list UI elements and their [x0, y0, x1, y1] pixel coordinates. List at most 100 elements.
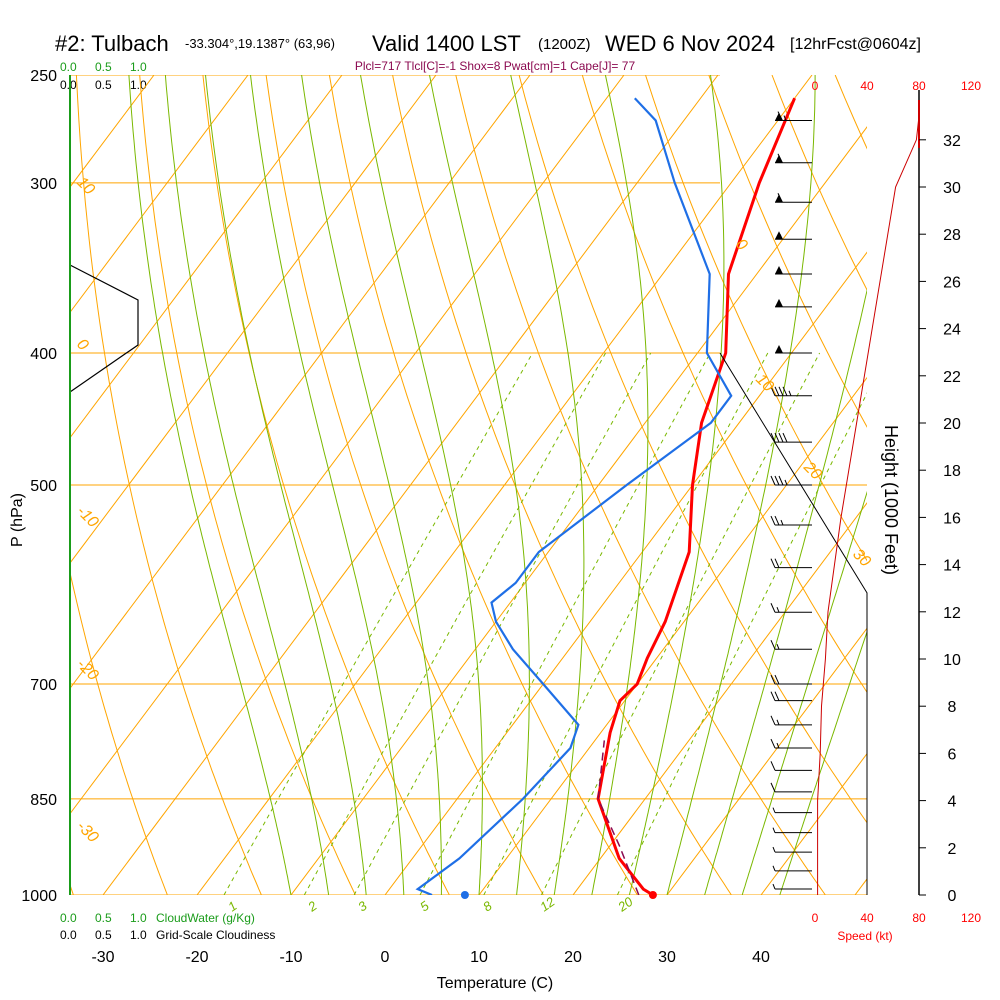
- dry-adiabat: [518, 75, 867, 824]
- mixing-ratio-line: [616, 392, 867, 895]
- station-title: #2: Tulbach: [55, 31, 169, 56]
- dry-adiabat: [70, 570, 168, 895]
- wind-barb: [775, 345, 812, 354]
- cw-top-green-0: 0.0: [60, 60, 77, 74]
- speed-bot-80: 80: [912, 911, 926, 925]
- moist-adiabat: [164, 75, 330, 895]
- height-tick-label: 24: [943, 322, 961, 339]
- x-axis-ticks: -30 -20 -10 0 10 20 30 40: [91, 949, 770, 966]
- y-axis-title: P (hPa): [9, 493, 26, 547]
- cloudwater-scale-bottom: 0.0 0.5 1.0 CloudWater (g/Kg) 0.0 0.5 1.…: [60, 911, 275, 942]
- cw-bot-green-2: 1.0: [130, 911, 147, 925]
- speed-panel-edge: [719, 352, 868, 895]
- height-tick-label: 20: [943, 416, 961, 433]
- isotherm-line: [70, 75, 625, 815]
- x-tick-label: 20: [564, 949, 582, 966]
- moist-adiabat: [741, 490, 867, 895]
- wind-barb: [775, 153, 812, 164]
- speed-top-80: 80: [912, 79, 926, 93]
- y-tick-label: 250: [30, 68, 57, 85]
- dry-adiabat: [392, 75, 732, 895]
- cw-top-black-2: 1.0: [130, 78, 147, 92]
- wind-barb: [770, 432, 812, 443]
- wind-barb: [770, 674, 812, 685]
- temperature-line: [596, 97, 796, 895]
- speed-top-0: 0: [812, 79, 819, 93]
- moist-adiabat: [779, 630, 867, 895]
- height-tick-label: 10: [943, 652, 961, 669]
- x-tick-label: 30: [658, 949, 676, 966]
- x-tick-label: -10: [279, 949, 302, 966]
- height-tick-label: 16: [943, 510, 961, 527]
- mixing-ratio-label: 12: [537, 893, 558, 914]
- mixing-ratio-line: [483, 352, 769, 895]
- mixing-ratio-label: 2: [304, 898, 320, 915]
- cw-bot-green-1: 0.5: [95, 911, 112, 925]
- wind-barb: [772, 807, 812, 814]
- mixing-ratio-line: [419, 352, 711, 895]
- x-tick-label: 40: [752, 949, 770, 966]
- wind-barb: [775, 298, 812, 308]
- isotherm-line: [70, 75, 531, 690]
- wind-barb: [770, 603, 812, 613]
- y-tick-label: 300: [30, 176, 57, 193]
- y-axis-ticks: 250 300 400 500 700 850 1000: [21, 68, 57, 905]
- title-bar: #2: Tulbach -33.304°,19.1387° (63,96) Va…: [55, 31, 921, 56]
- dry-adiabat: [202, 75, 450, 895]
- moist-adiabat: [250, 75, 405, 895]
- wind-barb: [770, 386, 812, 397]
- height-tick-label: 26: [943, 274, 961, 291]
- height-tick-label: 28: [943, 227, 961, 244]
- wind-speed-profile: [817, 116, 920, 895]
- moist-adiabat: [666, 75, 816, 895]
- isotherm-label: -20: [73, 656, 101, 684]
- dry-adiabat: [962, 75, 1000, 895]
- wind-barb: [770, 691, 812, 702]
- cloud-bot-black-0: 0.0: [60, 928, 77, 942]
- height-tick-label: 0: [948, 888, 957, 905]
- mixing-ratio-label: 3: [355, 898, 370, 915]
- dry-adiabat: [75, 75, 262, 895]
- cw-top-green-2: 1.0: [130, 60, 147, 74]
- wind-barb: [772, 827, 812, 834]
- height-tick-label: 4: [948, 794, 957, 811]
- isotherm-line: [196, 75, 813, 895]
- station-coords: -33.304°,19.1387° (63,96): [185, 36, 335, 51]
- parcel-params: Plcl=717 Tlcl[C]=-1 Shox=8 Pwat[cm]=1 Ca…: [355, 59, 636, 73]
- cw-top-green-1: 0.5: [95, 60, 112, 74]
- mixing-ratio-line: [303, 352, 607, 895]
- wind-barb: [770, 715, 812, 726]
- height-tick-label: 30: [943, 180, 961, 197]
- wind-barb: [772, 865, 812, 872]
- height-tick-label: 2: [948, 841, 957, 858]
- mixing-ratio-label: 5: [417, 898, 432, 915]
- isotherm-line: [949, 75, 1000, 895]
- mixing-ratio-line: [353, 352, 652, 895]
- cloudwater-label: CloudWater (g/Kg): [156, 911, 255, 925]
- height-tick-label: 12: [943, 605, 961, 622]
- isotherm-line: [854, 878, 867, 895]
- dry-adiabat: [328, 75, 638, 895]
- valid-date: WED 6 Nov 2024: [605, 31, 775, 56]
- wind-barb: [770, 475, 812, 486]
- wind-barb: [775, 111, 812, 122]
- y-tick-label: 1000: [21, 888, 57, 905]
- speed-top-40: 40: [860, 79, 874, 93]
- isotherm-line: [70, 75, 437, 564]
- moist-adiabat: [628, 75, 725, 895]
- y-tick-label: 500: [30, 478, 57, 495]
- x-tick-label: 10: [470, 949, 488, 966]
- skewt-background: [70, 75, 1000, 895]
- isotherm-line: [572, 502, 867, 895]
- skewt-profiles: [415, 97, 796, 895]
- height-tick-label: 32: [943, 133, 961, 150]
- moist-adiabat: [510, 75, 585, 895]
- wind-barb: [772, 846, 812, 853]
- dry-adiabat: [139, 75, 356, 895]
- wind-barb: [770, 738, 812, 749]
- cw-bot-green-0: 0.0: [60, 911, 77, 925]
- x-tick-label: 0: [381, 949, 390, 966]
- wind-barb: [772, 883, 812, 890]
- wind-barb: [770, 782, 812, 793]
